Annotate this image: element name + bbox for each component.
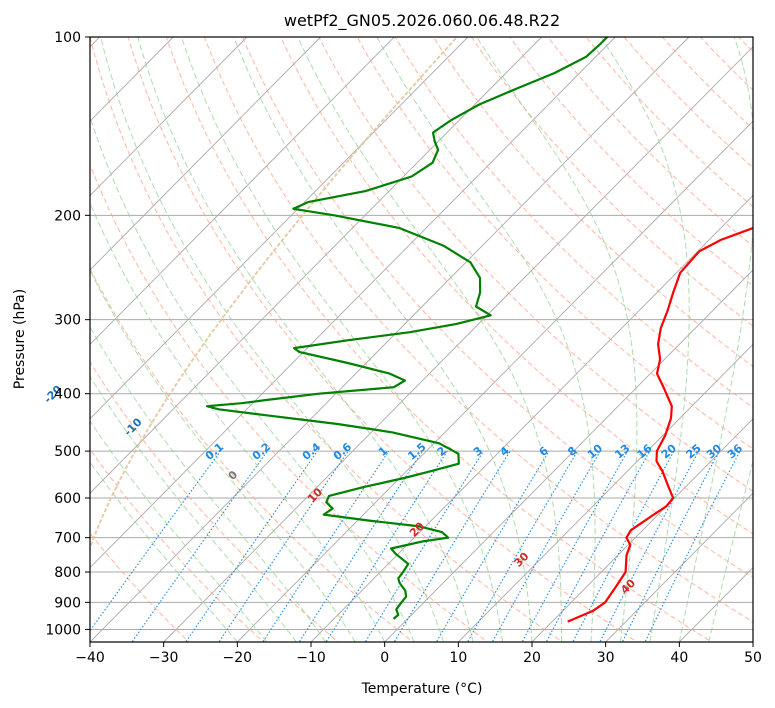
isotherm-line [531, 418, 753, 642]
y-tick-label: 600 [54, 491, 81, 507]
mixing-ratio-line [393, 450, 511, 642]
dry-adiabat-line [470, 37, 753, 327]
dry-adiabat-line [509, 37, 753, 287]
y-tick-label: 800 [54, 565, 81, 581]
mixing-ratio-line [185, 450, 318, 642]
moist-adiabat-line [90, 115, 415, 642]
plot-frame [89, 36, 754, 643]
isotherm-line [605, 492, 753, 642]
mixing-ratio-line [435, 450, 550, 642]
dry-adiabat-line [356, 37, 753, 450]
x-tick-label: −10 [296, 650, 326, 666]
dry-adiabat-line [203, 37, 753, 623]
snow-line [90, 37, 459, 551]
x-tick-label: −40 [75, 650, 105, 666]
dry-adiabat-line [280, 37, 753, 535]
mixing-ratio-line [621, 450, 720, 642]
isotherm-line [90, 37, 542, 494]
x-tick-label: 50 [744, 650, 762, 666]
chart-title: wetPf2_GN05.2026.060.06.48.R22 [284, 11, 560, 31]
x-tick-label: 30 [597, 650, 615, 666]
x-axis-label: Temperature (°C) [361, 681, 483, 697]
mixing-ratio-line [364, 450, 484, 642]
y-tick-label: 1000 [45, 622, 81, 638]
dry-adiabat-line [90, 360, 340, 642]
mixing-ratio-line [545, 450, 651, 642]
mixing-ratio-line [131, 450, 268, 642]
y-tick-label: 700 [54, 531, 81, 547]
moist-adiabat-line [90, 325, 327, 642]
mixing-ratio-line [644, 450, 741, 642]
mixing-ratio-line [599, 450, 700, 642]
isotherm-line [237, 120, 753, 642]
x-tick-label: 0 [380, 650, 389, 666]
mixing-ratio-line [572, 450, 675, 642]
moist-adiabat-line [137, 37, 474, 642]
isotherm-line [90, 37, 395, 345]
isotherm-line [163, 46, 753, 642]
mixing-ratio-line [218, 450, 349, 642]
x-tick-label: −30 [149, 650, 179, 666]
dry-adiabat-line [165, 37, 713, 642]
x-tick-label: −20 [223, 650, 253, 666]
x-tick-label: 20 [523, 650, 541, 666]
y-tick-label: 200 [54, 208, 81, 224]
mixing-ratio-line [262, 450, 390, 642]
mixing-ratio-line [298, 450, 423, 642]
dry-adiabat-line [90, 37, 564, 642]
moist-adiabat-line [90, 420, 268, 642]
moist-adiabat-line [476, 37, 638, 642]
dewpoint-profile-line [205, 37, 608, 620]
y-tick-label: 100 [54, 30, 81, 46]
moist-adiabat-line [233, 37, 533, 642]
y-tick-label: 300 [54, 313, 81, 329]
moist-adiabat-line [180, 37, 503, 642]
y-axis-label: Pressure (hPa) [12, 289, 28, 389]
mixing-ratio-line [466, 450, 578, 642]
isotherm-line [384, 269, 753, 642]
y-tick-label: 500 [54, 444, 81, 460]
isotherm-line [458, 343, 753, 642]
x-tick-label: 40 [670, 650, 688, 666]
moist-adiabat-line [678, 37, 753, 642]
moist-adiabat-line [90, 375, 297, 642]
profiles [205, 37, 753, 623]
mixing-ratio-line [90, 450, 221, 632]
moist-adiabat-line [600, 37, 690, 642]
dry-adiabat-line [90, 532, 190, 642]
axes: −40 −30 −20 −10 0 10 20 30 40 50 100 200 300 400 500 60… [45, 30, 762, 666]
dry-adiabat-line [242, 37, 753, 579]
dry-adiabat-line [90, 163, 489, 642]
dry-adiabat-line [394, 37, 753, 409]
x-tick-label: 10 [449, 650, 467, 666]
moist-adiabat-line [90, 269, 356, 642]
y-tick-label: 400 [54, 387, 81, 403]
isotherm-line [90, 37, 321, 271]
dry-adiabat-line [127, 37, 638, 642]
moist-adiabat-line [376, 37, 596, 642]
moist-adiabat-line [90, 201, 386, 642]
isotherm-line [90, 37, 616, 569]
moist-adiabat-line [297, 37, 562, 642]
temperature-profile-line [567, 226, 753, 623]
isotherm-line [90, 37, 690, 642]
background-lines [90, 37, 753, 642]
y-tick-label: 900 [54, 595, 81, 611]
dry-adiabat-line [90, 267, 414, 642]
isotherm-line [90, 37, 248, 197]
moist-adiabat-line [90, 461, 238, 642]
